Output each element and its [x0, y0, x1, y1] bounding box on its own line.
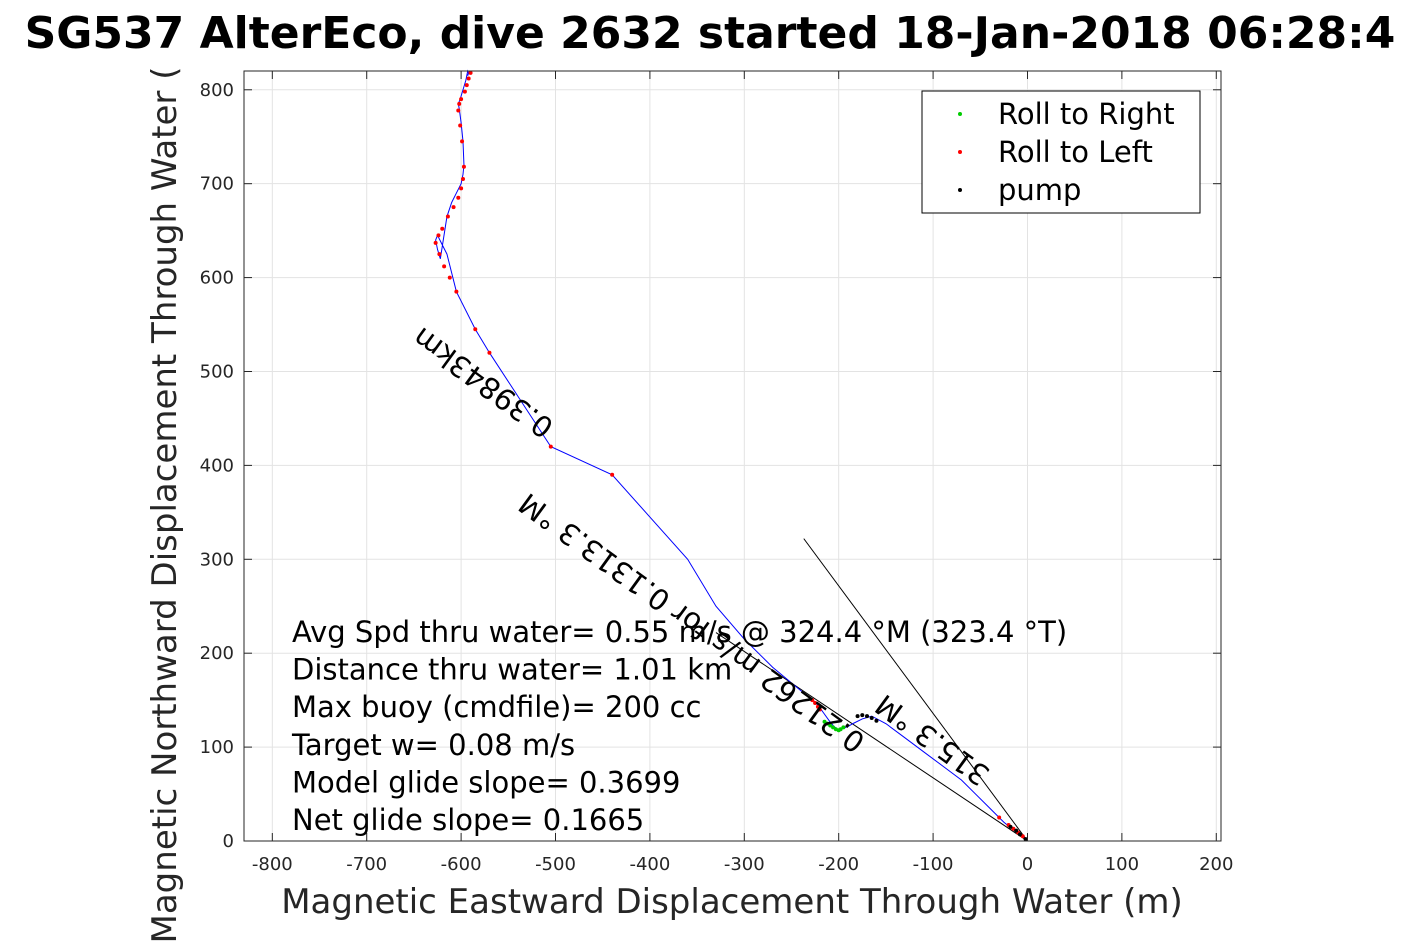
roll-left-point: [451, 205, 456, 210]
legend-label: Roll to Right: [998, 97, 1175, 131]
pump-point: [865, 714, 870, 719]
stat-line: Distance thru water= 1.01 km: [292, 653, 732, 687]
roll-left-point: [460, 139, 465, 144]
roll-left-point: [458, 123, 463, 128]
reference-lines: [715, 538, 1028, 842]
legend: Roll to Right Roll to Left pump: [921, 90, 1201, 214]
pump-point: [874, 718, 879, 723]
roll-left-point: [487, 350, 492, 355]
x-axis-label: Magnetic Eastward Displacement Through W…: [281, 882, 1183, 922]
roll-left-point: [459, 186, 464, 191]
legend-marker: [958, 150, 962, 154]
legend-label: pump: [998, 173, 1081, 207]
pump-reference-line: [803, 538, 1028, 842]
x-tick-label: 200: [1199, 854, 1233, 875]
x-tick-label: 0: [1022, 854, 1033, 875]
roll-left-point: [459, 97, 464, 102]
roll-left-point: [548, 444, 553, 449]
roll-left-point: [445, 214, 450, 219]
chart-title: SG537 AlterEco, dive 2632 started 18-Jan…: [25, 8, 1396, 59]
roll-left-point: [468, 70, 473, 75]
x-tick-label: 100: [1105, 854, 1139, 875]
y-tick-label: 800: [200, 80, 234, 101]
pump-point: [1008, 824, 1013, 829]
y-tick-label: 600: [200, 268, 234, 289]
roll-left-point: [464, 83, 469, 88]
y-tick-label: 400: [200, 455, 234, 476]
x-tick-label: -800: [252, 854, 293, 875]
stat-line: Avg Spd thru water= 0.55 m/s @ 324.4 °M …: [292, 615, 1067, 649]
stat-line: Model glide slope= 0.3699: [292, 765, 680, 799]
roll-right-point: [841, 725, 846, 730]
y-tick-label: 200: [200, 643, 234, 664]
roll-right-point: [825, 721, 830, 726]
y-tick-label: 100: [200, 737, 234, 758]
stat-line: Target w= 0.08 m/s: [291, 728, 575, 762]
roll-right-point: [833, 727, 838, 732]
roll-left-point: [454, 289, 459, 294]
roll-left-point: [1011, 826, 1016, 831]
x-tick-label: -500: [535, 854, 576, 875]
pump-point: [869, 715, 874, 720]
pump-point: [1017, 832, 1022, 837]
y-tick-label: 700: [200, 174, 234, 195]
roll-left-point: [815, 704, 820, 709]
track-series: [435, 69, 1028, 842]
y-tick-label: 0: [223, 831, 234, 852]
stat-line: Max buoy (cmdfile)= 200 cc: [292, 690, 701, 724]
legend-marker: [958, 112, 962, 116]
roll-left-point: [460, 176, 465, 181]
pump-reference-line: [715, 632, 1028, 842]
roll-right-point: [828, 723, 833, 728]
roll-left-point: [436, 233, 441, 238]
roll-right-point: [822, 719, 827, 724]
roll-left-point: [997, 815, 1002, 820]
y-tick-label: 500: [200, 361, 234, 382]
x-tick-label: -400: [629, 854, 670, 875]
roll-left-point: [447, 275, 452, 280]
x-tick-label: -200: [818, 854, 859, 875]
roll-left-point: [466, 76, 471, 81]
roll-right-point: [831, 725, 836, 730]
pump-point: [1014, 828, 1019, 833]
legend-box: [921, 90, 1201, 214]
roll-left-point: [462, 89, 467, 94]
roll-left-point: [473, 327, 478, 332]
roll-left-point: [437, 252, 442, 257]
track-line: [435, 69, 1028, 842]
plot-frame: [243, 70, 1222, 842]
ticks: -800 -700 -600 -500 -400 -300 -200 -100 0 100 200 0…: [200, 71, 1233, 875]
y-axis-label: Magnetic Northward Displacement Through …: [145, 67, 185, 944]
roll-left-point: [461, 164, 466, 169]
roll-left-point: [810, 698, 815, 703]
roll-left-point: [813, 700, 818, 705]
x-tick-label: -600: [441, 854, 482, 875]
stat-line: Net glide slope= 0.1665: [292, 803, 644, 837]
pump-point: [860, 713, 865, 718]
roll-left-point: [440, 226, 445, 231]
roll-left-point: [433, 240, 438, 245]
x-tick-label: -100: [913, 854, 954, 875]
roll-left-point: [610, 472, 615, 477]
x-tick-label: -300: [724, 854, 765, 875]
x-tick-label: -700: [346, 854, 387, 875]
roll-left-point: [817, 707, 822, 712]
roll-left-point: [442, 264, 447, 269]
pump-point: [855, 714, 860, 719]
marker-series: [433, 70, 1028, 842]
legend-marker: [958, 188, 962, 192]
y-tick-label: 300: [200, 549, 234, 570]
legend-label: Roll to Left: [998, 135, 1153, 169]
pump-point: [1023, 837, 1028, 842]
roll-left-point: [457, 101, 462, 106]
roll-left-point: [456, 195, 461, 200]
roll-left-point: [1020, 834, 1025, 839]
roll-left-point: [456, 108, 461, 113]
stats-block: Avg Spd thru water= 0.55 m/s @ 324.4 °M …: [291, 615, 1067, 837]
